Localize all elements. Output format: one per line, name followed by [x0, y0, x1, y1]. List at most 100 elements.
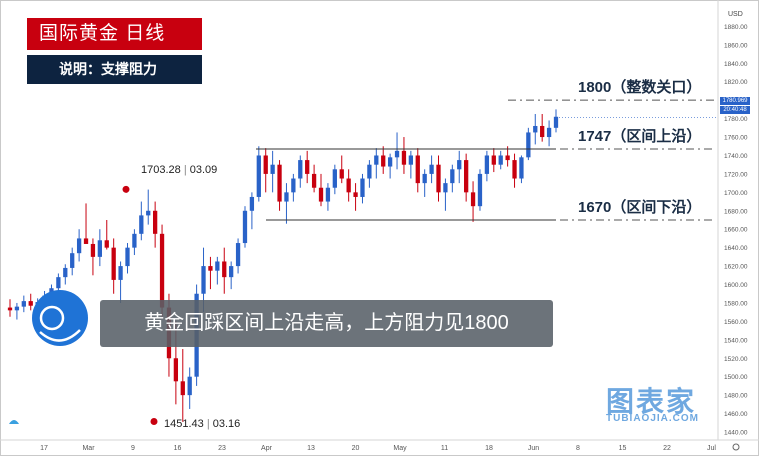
- candle-body-35: [249, 196, 255, 211]
- candle-body-2: [21, 301, 26, 307]
- candle-body-68: [477, 173, 483, 207]
- y-tick-1720: 1720.00: [724, 171, 748, 178]
- candle-body-24: [173, 358, 179, 382]
- y-tick-1480: 1480.00: [724, 393, 748, 400]
- candle-body-45: [318, 187, 324, 202]
- candle-body-60: [422, 173, 427, 184]
- candle-body-79: [553, 116, 559, 128]
- title-box: 国际黄金 日线: [27, 18, 202, 50]
- candle-body-0: [7, 307, 13, 311]
- robot-icon: [32, 290, 88, 346]
- candle-body-53: [374, 155, 379, 165]
- candle-body-71: [498, 155, 503, 165]
- robot-icon-eye: [39, 305, 65, 331]
- y-tick-1440: 1440.00: [724, 430, 748, 437]
- candle-body-25: [180, 381, 185, 396]
- high-date: 03.09: [189, 164, 218, 176]
- x-tick-7: 20: [352, 445, 360, 452]
- candle-body-63: [443, 183, 448, 193]
- level-label-1670: 1670（区间下沿）: [578, 199, 702, 216]
- currency-label: USD: [728, 11, 743, 18]
- candle-body-26: [187, 376, 192, 396]
- candle-body-34: [242, 210, 248, 244]
- candle-body-66: [464, 160, 469, 193]
- candle-body-65: [457, 160, 462, 170]
- candle-body-47: [332, 169, 337, 188]
- candle-body-10: [76, 238, 82, 254]
- x-tick-0: 17: [40, 445, 48, 452]
- candle-body-64: [450, 169, 455, 184]
- y-tick-1660: 1660.00: [724, 227, 748, 234]
- candle-body-13: [97, 240, 102, 257]
- x-tick-1: Mar: [82, 445, 95, 452]
- candle-body-74: [519, 157, 524, 179]
- candle-body-8: [63, 267, 68, 278]
- y-tick-1460: 1460.00: [724, 411, 748, 418]
- candle-body-1: [14, 306, 20, 311]
- candle-body-9: [70, 253, 75, 268]
- y-tick-1600: 1600.00: [724, 282, 748, 289]
- description-box: 说明：支撑阻力: [27, 55, 202, 84]
- low-annotation: 1451.43 | 03.16: [164, 418, 241, 430]
- candle-body-12: [90, 243, 96, 257]
- candle-body-52: [367, 164, 372, 179]
- candle-body-16: [118, 266, 123, 280]
- y-tick-1520: 1520.00: [724, 356, 748, 363]
- candle-body-69: [484, 155, 490, 174]
- x-tick-14: 22: [663, 445, 671, 452]
- low-date: 03.16: [212, 418, 241, 430]
- y-tick-1500: 1500.00: [724, 374, 748, 381]
- candle-body-72: [505, 155, 510, 161]
- level-label-1800: 1800（整数关口）: [578, 79, 702, 97]
- low-marker: [150, 417, 158, 425]
- candle-body-46: [325, 187, 331, 202]
- candle-body-70: [491, 155, 496, 165]
- candle-body-30: [215, 261, 220, 271]
- candle-body-54: [381, 155, 386, 167]
- gear-icon: [732, 443, 740, 451]
- y-tick-1820: 1820.00: [724, 79, 748, 86]
- y-tick-1620: 1620.00: [724, 264, 748, 271]
- candle-body-51: [360, 178, 365, 197]
- y-tick-1780: 1780.00: [724, 116, 748, 123]
- level-label-1747: 1747（区间上沿）: [578, 128, 702, 146]
- candle-body-22: [159, 233, 165, 308]
- y-tick-1840: 1840.00: [724, 61, 748, 68]
- candle-body-28: [201, 266, 206, 294]
- candle-body-61: [429, 164, 434, 174]
- y-tick-1760: 1760.00: [724, 135, 748, 142]
- high-annotation: 1703.28 | 03.09: [141, 164, 218, 176]
- candle-body-41: [291, 178, 296, 193]
- candle-body-21: [152, 210, 158, 234]
- candle-body-32: [229, 266, 234, 278]
- candle-body-76: [533, 125, 538, 133]
- candle-body-37: [263, 155, 268, 174]
- y-tick-1560: 1560.00: [724, 319, 748, 326]
- y-tick-1860: 1860.00: [724, 42, 748, 49]
- candle-body-78: [546, 127, 552, 138]
- y-tick-1680: 1680.00: [724, 208, 748, 215]
- y-tick-1580: 1580.00: [724, 300, 748, 307]
- candle-body-43: [305, 160, 310, 174]
- candle-body-38: [270, 164, 275, 174]
- candle-body-33: [235, 243, 241, 267]
- y-tick-1880: 1880.00: [724, 24, 748, 31]
- y-tick-1740: 1740.00: [724, 153, 748, 160]
- x-tick-11: Jun: [528, 445, 539, 452]
- high-price: 1703.28: [141, 164, 181, 176]
- x-tick-13: 15: [619, 445, 627, 452]
- candle-body-29: [208, 266, 213, 271]
- x-tick-6: 13: [307, 445, 315, 452]
- candle-body-62: [436, 164, 441, 193]
- candle-body-15: [111, 247, 116, 280]
- candle-body-31: [222, 261, 227, 278]
- y-tick-1540: 1540.00: [724, 337, 748, 344]
- candle-body-58: [408, 155, 414, 165]
- candle-body-48: [339, 169, 344, 179]
- y-tick-1640: 1640.00: [724, 245, 748, 252]
- candle-body-49: [346, 178, 351, 193]
- candle-body-3: [28, 301, 33, 306]
- robot-icon-mouth: [39, 329, 81, 342]
- candle-body-14: [104, 240, 109, 248]
